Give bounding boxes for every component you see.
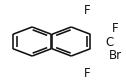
Text: C: C bbox=[106, 36, 114, 49]
Text: F: F bbox=[84, 67, 91, 80]
Text: F: F bbox=[84, 4, 91, 17]
Text: Br: Br bbox=[109, 49, 122, 62]
Text: F: F bbox=[112, 22, 118, 35]
